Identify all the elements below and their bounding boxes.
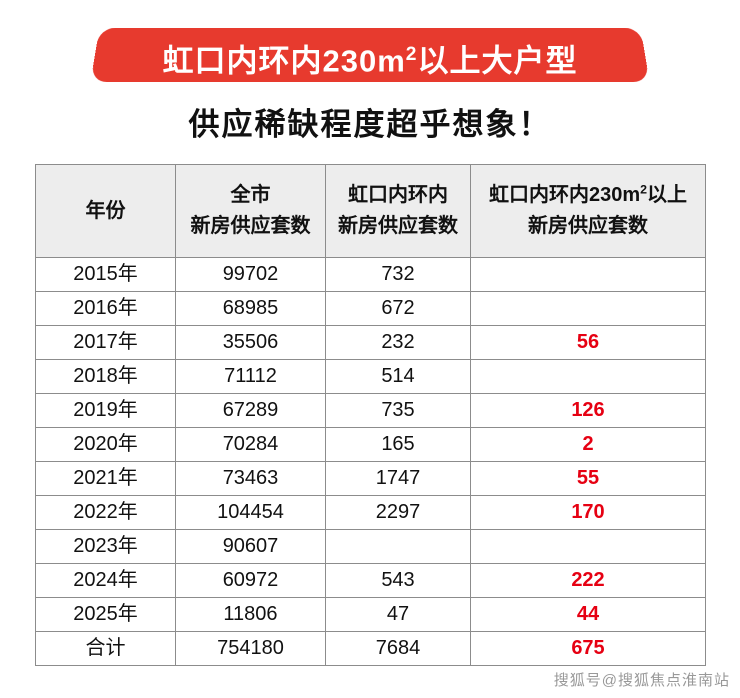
citywide-cell: 70284 (175, 427, 326, 462)
large-unit-cell: 170 (470, 495, 706, 530)
header-large-unit-superscript: 2 (640, 182, 648, 197)
hongkou-cell: 514 (325, 359, 471, 394)
supply-table: 年份 全市 新房供应套数 虹口内环内 新房供应套数 虹口内环内230m2以上 新… (35, 164, 706, 666)
year-cell: 2023年 (35, 529, 176, 564)
banner: 虹口内环内230m2以上大户型 (90, 27, 650, 83)
header-citywide-line2: 新房供应套数 (190, 215, 311, 237)
table-row: 2024年 60972 543 222 (35, 563, 706, 598)
header-citywide-line1: 全市 (230, 184, 271, 206)
citywide-cell: 90607 (175, 529, 326, 564)
table-row: 2019年 67289 735 126 (35, 393, 706, 428)
large-unit-cell: 222 (470, 563, 706, 598)
hongkou-cell: 732 (325, 257, 471, 292)
header-large-unit-line2: 新房供应套数 (528, 215, 648, 237)
citywide-cell: 73463 (175, 461, 326, 496)
hongkou-cell: 543 (325, 563, 471, 598)
hongkou-cell: 1747 (325, 461, 471, 496)
hongkou-cell: 47 (325, 597, 471, 632)
header-hongkou: 虹口内环内 新房供应套数 (325, 164, 471, 258)
citywide-cell: 35506 (175, 325, 326, 360)
table-row: 2021年 73463 1747 55 (35, 461, 706, 496)
citywide-cell: 60972 (175, 563, 326, 598)
hongkou-cell: 7684 (325, 631, 471, 666)
table-row: 2022年 104454 2297 170 (35, 495, 706, 530)
hongkou-cell (325, 529, 471, 564)
header-large-unit: 虹口内环内230m2以上 新房供应套数 (470, 164, 706, 258)
large-unit-cell: 2 (470, 427, 706, 462)
table-header-row: 年份 全市 新房供应套数 虹口内环内 新房供应套数 虹口内环内230m2以上 新… (35, 164, 706, 258)
large-unit-cell (470, 291, 706, 326)
table-row: 2020年 70284 165 2 (35, 427, 706, 462)
hongkou-cell: 232 (325, 325, 471, 360)
large-unit-cell: 126 (470, 393, 706, 428)
table-row-total: 合计 754180 7684 675 (35, 631, 706, 666)
table-row: 2025年 11806 47 44 (35, 597, 706, 632)
banner-title-prefix: 虹口内环内230m (162, 43, 406, 79)
banner-title-suffix: 以上大户型 (417, 43, 578, 79)
header-year-label: 年份 (85, 199, 126, 222)
banner-title-superscript: 2 (405, 44, 418, 65)
citywide-cell: 11806 (175, 597, 326, 632)
table-row: 2017年 35506 232 56 (35, 325, 706, 360)
year-cell: 2016年 (35, 291, 176, 326)
table-row: 2018年 71112 514 (35, 359, 706, 394)
citywide-cell: 99702 (175, 257, 326, 292)
table-container: 年份 全市 新房供应套数 虹口内环内 新房供应套数 虹口内环内230m2以上 新… (35, 164, 706, 666)
large-unit-cell: 56 (470, 325, 706, 360)
year-cell: 合计 (35, 631, 176, 666)
header-hongkou-line2: 新房供应套数 (338, 215, 458, 237)
year-cell: 2018年 (35, 359, 176, 394)
table-row: 2015年 99702 732 (35, 257, 706, 292)
header-citywide: 全市 新房供应套数 (175, 164, 326, 258)
citywide-cell: 754180 (175, 631, 326, 666)
citywide-cell: 104454 (175, 495, 326, 530)
hongkou-cell: 672 (325, 291, 471, 326)
hongkou-cell: 735 (325, 393, 471, 428)
year-cell: 2020年 (35, 427, 176, 462)
table-body: 2015年 99702 732 2016年 68985 672 2017年 35506 232 5… (35, 257, 706, 666)
banner-title: 虹口内环内230m2以上大户型 (95, 27, 645, 82)
year-cell: 2021年 (35, 461, 176, 496)
year-cell: 2017年 (35, 325, 176, 360)
watermark: 搜狐号@搜狐焦点淮南站 (553, 672, 730, 689)
header-large-unit-prefix: 虹口内环内230m (488, 184, 641, 206)
hongkou-cell: 2297 (325, 495, 471, 530)
citywide-cell: 71112 (175, 359, 326, 394)
large-unit-cell: 44 (470, 597, 706, 632)
table-header: 年份 全市 新房供应套数 虹口内环内 新房供应套数 虹口内环内230m2以上 新… (35, 164, 706, 258)
large-unit-cell (470, 257, 706, 292)
year-cell: 2024年 (35, 563, 176, 598)
table-row: 2023年 90607 (35, 529, 706, 564)
year-cell: 2015年 (35, 257, 176, 292)
hongkou-cell: 165 (325, 427, 471, 462)
header-large-unit-suffix: 以上 (647, 184, 688, 206)
subtitle: 供应稀缺程度超乎想象！ (188, 107, 552, 142)
year-cell: 2022年 (35, 495, 176, 530)
year-cell: 2019年 (35, 393, 176, 428)
table-row: 2016年 68985 672 (35, 291, 706, 326)
header-hongkou-line1: 虹口内环内 (348, 184, 448, 206)
large-unit-cell (470, 529, 706, 564)
year-cell: 2025年 (35, 597, 176, 632)
header-year: 年份 (35, 164, 176, 258)
large-unit-cell (470, 359, 706, 394)
citywide-cell: 67289 (175, 393, 326, 428)
citywide-cell: 68985 (175, 291, 326, 326)
large-unit-cell: 55 (470, 461, 706, 496)
header-large-unit-line1: 虹口内环内230m2以上 (473, 180, 703, 211)
large-unit-cell: 675 (470, 631, 706, 666)
